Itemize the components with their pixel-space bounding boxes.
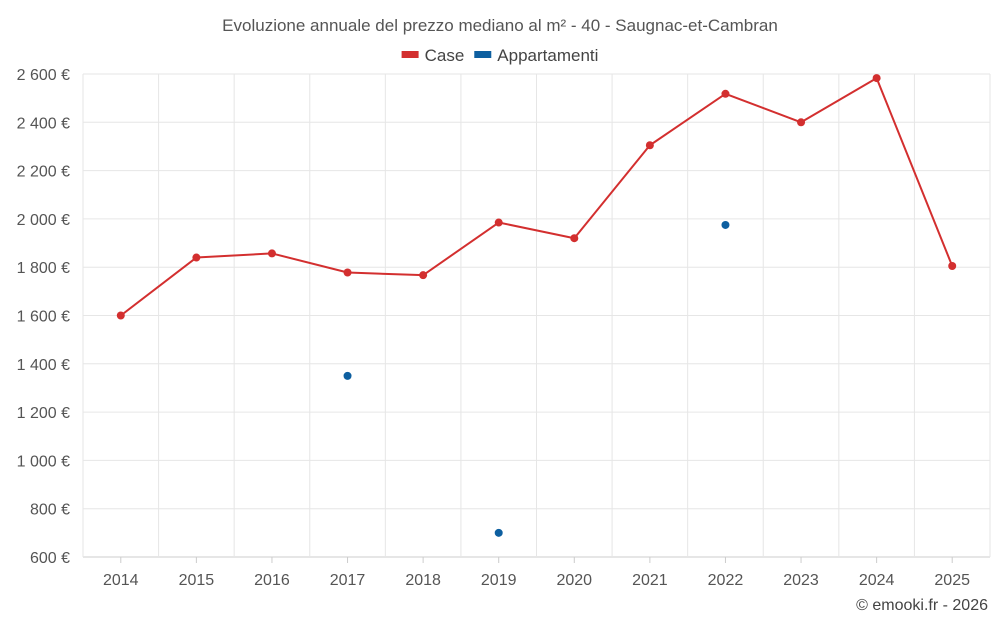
data-point[interactable] xyxy=(419,271,428,280)
x-tick-label: 2023 xyxy=(783,572,819,589)
legend-swatch xyxy=(474,51,492,58)
data-point[interactable] xyxy=(721,89,730,98)
data-point[interactable] xyxy=(948,261,957,270)
y-tick-label: 800 € xyxy=(30,502,70,519)
data-point[interactable] xyxy=(343,371,352,380)
legend: Case Appartamenti xyxy=(401,46,598,65)
x-tick-label: 2017 xyxy=(330,572,366,589)
y-tick-label: 2 000 € xyxy=(17,212,70,229)
y-tick-label: 2 200 € xyxy=(17,164,70,181)
y-axis: 600 € 800 € 1 000 € 1 200 € 1 400 € 1 600 € 1 … xyxy=(17,67,70,567)
x-tick-label: 2025 xyxy=(934,572,970,589)
x-tick-label: 2022 xyxy=(708,572,744,589)
y-tick-label: 1 200 € xyxy=(17,405,70,422)
y-tick-label: 1 000 € xyxy=(17,453,70,470)
data-point[interactable] xyxy=(192,253,201,262)
legend-label: Case xyxy=(425,46,465,65)
data-point[interactable] xyxy=(570,234,579,243)
series-case xyxy=(116,74,957,320)
data-point[interactable] xyxy=(343,268,352,277)
x-tick-label: 2015 xyxy=(179,572,215,589)
x-tick-label: 2014 xyxy=(103,572,139,589)
x-axis: 2014 2015 2016 2017 2018 2019 2020 2021 2022 2023… xyxy=(103,557,970,589)
series-appartamenti xyxy=(343,220,730,537)
x-tick-label: 2020 xyxy=(556,572,592,589)
legend-label: Appartamenti xyxy=(497,46,598,65)
credit-text: © emooki.fr - 2026 xyxy=(856,597,988,614)
y-tick-label: 1 600 € xyxy=(17,309,70,326)
x-tick-label: 2019 xyxy=(481,572,517,589)
data-point[interactable] xyxy=(116,311,125,320)
data-point[interactable] xyxy=(797,118,806,127)
series-line xyxy=(120,77,954,317)
chart-title: Evoluzione annuale del prezzo mediano al… xyxy=(222,16,778,35)
y-tick-label: 1 400 € xyxy=(17,357,70,374)
x-tick-label: 2016 xyxy=(254,572,290,589)
legend-item[interactable]: Appartamenti xyxy=(474,46,598,65)
y-tick-label: 600 € xyxy=(30,550,70,567)
legend-item[interactable]: Case xyxy=(401,46,465,65)
y-tick-label: 2 600 € xyxy=(17,67,70,84)
data-point[interactable] xyxy=(494,218,503,227)
data-point[interactable] xyxy=(645,141,654,150)
y-tick-label: 2 400 € xyxy=(17,115,70,132)
data-point[interactable] xyxy=(872,74,881,83)
grid xyxy=(82,73,991,558)
x-tick-label: 2024 xyxy=(859,572,895,589)
legend-swatch xyxy=(401,51,419,58)
x-tick-label: 2018 xyxy=(405,572,441,589)
x-tick-label: 2021 xyxy=(632,572,668,589)
y-tick-label: 1 800 € xyxy=(17,260,70,277)
data-point[interactable] xyxy=(494,528,503,537)
series-layer xyxy=(116,74,957,537)
data-point[interactable] xyxy=(267,249,276,258)
data-point[interactable] xyxy=(721,220,730,229)
